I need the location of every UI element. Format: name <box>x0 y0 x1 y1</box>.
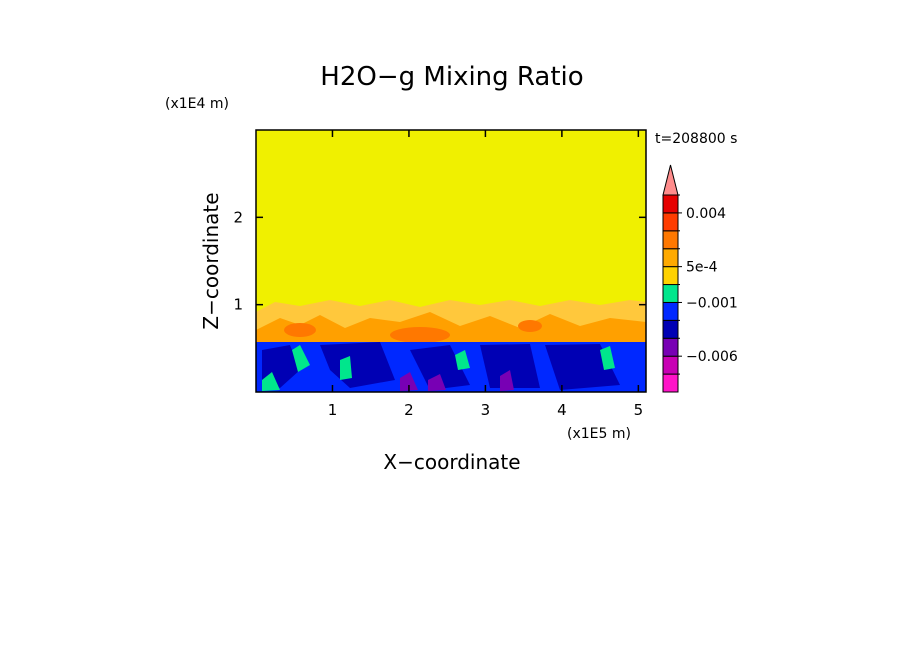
time-label: t=208800 s <box>655 131 737 147</box>
colorbar-label: −0.001 <box>686 295 738 311</box>
x-unit: (x1E5 m) <box>567 426 631 442</box>
contour-field <box>256 130 646 392</box>
chart-title: H2O−g Mixing Ratio <box>320 62 583 92</box>
field-region <box>262 345 615 391</box>
x-tick-label: 3 <box>481 401 491 419</box>
chart-elements: 1 2 3 4 5 1 2 −0.006 −0.001 5e-4 0.004 <box>233 130 738 419</box>
x-tick-label: 2 <box>404 401 414 419</box>
plot-frame <box>255 129 647 393</box>
colorbar-bin <box>662 266 679 286</box>
colorbar-bin <box>662 248 679 268</box>
x-tick-label: 5 <box>634 401 644 419</box>
field-region <box>400 370 514 391</box>
colorbar-bin <box>662 373 679 393</box>
colorbar-bin <box>662 355 679 375</box>
colorbar-arrow <box>662 164 679 196</box>
colorbar-bin <box>662 194 679 214</box>
y-axis-label: Z−coordinate <box>199 192 223 329</box>
field-region <box>518 320 542 332</box>
x-tick-label: 4 <box>557 401 567 419</box>
colorbar-bin <box>662 319 679 339</box>
colorbar-bin <box>662 230 679 250</box>
colorbar-bin <box>662 301 679 321</box>
x-axis-label: X−coordinate <box>383 450 520 474</box>
field-region <box>390 327 450 343</box>
colorbar-label: 0.004 <box>686 206 726 222</box>
x-tick-label: 1 <box>328 401 338 419</box>
y-unit: (x1E4 m) <box>165 96 229 112</box>
field-region <box>284 323 316 337</box>
y-tick-label: 2 <box>233 208 243 226</box>
colorbar-label: −0.006 <box>686 349 738 365</box>
colorbar-bin <box>662 284 679 303</box>
colorbar-bin <box>662 212 679 232</box>
y-tick-label: 1 <box>233 296 243 314</box>
colorbar-bin <box>662 337 679 357</box>
colorbar-label: 5e-4 <box>686 260 718 276</box>
